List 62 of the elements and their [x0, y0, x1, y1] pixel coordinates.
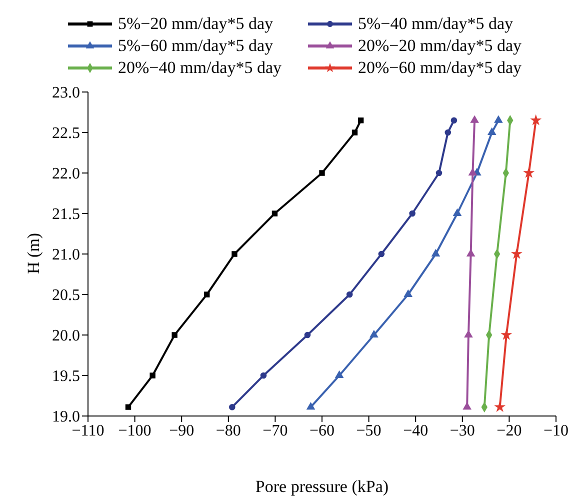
- point: [512, 249, 522, 258]
- y-tick-label: 19.5: [52, 368, 80, 386]
- point: [524, 168, 534, 178]
- x-axis-title: Pore pressure (kPa): [255, 477, 389, 496]
- point: [204, 292, 210, 298]
- point: [466, 249, 475, 257]
- y-tick-label: 20.5: [52, 287, 80, 304]
- point: [378, 250, 385, 258]
- x-tick-label: −40: [403, 422, 428, 440]
- x-tick-label: −80: [216, 422, 241, 440]
- point: [436, 170, 442, 176]
- y-tick-label: 22.5: [52, 125, 80, 142]
- x-tick-label: −20: [496, 422, 522, 440]
- x-tick-label: −50: [356, 422, 382, 440]
- point: [404, 290, 412, 298]
- point: [502, 330, 512, 340]
- point: [464, 330, 473, 338]
- point: [494, 116, 502, 123]
- y-tick-label: 23.0: [52, 84, 80, 102]
- point: [306, 402, 315, 410]
- point: [488, 128, 496, 136]
- point: [319, 170, 325, 176]
- x-tick-label: −90: [169, 422, 194, 440]
- x-tick-label: −10: [543, 422, 569, 440]
- point: [346, 291, 353, 298]
- point: [470, 116, 479, 123]
- point: [495, 402, 505, 412]
- point: [432, 249, 440, 257]
- point: [304, 332, 311, 338]
- point: [125, 404, 132, 410]
- point: [444, 129, 452, 136]
- x-tick-label: −70: [262, 422, 288, 440]
- point: [370, 330, 378, 338]
- point: [260, 372, 267, 379]
- legend-label: 20%−40 mm/day*5 day: [118, 58, 282, 78]
- point: [409, 210, 416, 217]
- point: [450, 117, 458, 124]
- point: [453, 208, 462, 216]
- y-tick-label: 20.0: [52, 328, 80, 345]
- point: [531, 115, 541, 124]
- x-tick-label: −60: [309, 422, 335, 440]
- x-tick-label: −100: [118, 422, 152, 440]
- point: [229, 404, 236, 410]
- point: [150, 372, 156, 378]
- point: [232, 251, 238, 257]
- y-axis-title: H (m): [24, 232, 44, 274]
- x-tick-label: −30: [450, 422, 475, 440]
- y-tick-label: 22.0: [52, 166, 80, 183]
- point: [352, 130, 358, 136]
- legend-label: 5%−20 mm/day*5 day: [118, 14, 274, 34]
- point: [172, 332, 178, 338]
- point: [468, 168, 477, 176]
- legend-label: 5%−40 mm/day*5 day: [358, 14, 514, 34]
- y-tick-label: 21.5: [52, 206, 80, 224]
- legend-label: 20%−60 mm/day*5 day: [358, 58, 522, 78]
- legend-label: 20%−20 mm/day*5 day: [358, 36, 522, 56]
- y-tick-label: 21.0: [52, 246, 80, 264]
- legend-label: 5%−60 mm/day*5 day: [118, 36, 274, 56]
- point: [335, 370, 344, 378]
- point: [272, 210, 278, 216]
- point: [358, 118, 364, 124]
- point: [463, 402, 472, 410]
